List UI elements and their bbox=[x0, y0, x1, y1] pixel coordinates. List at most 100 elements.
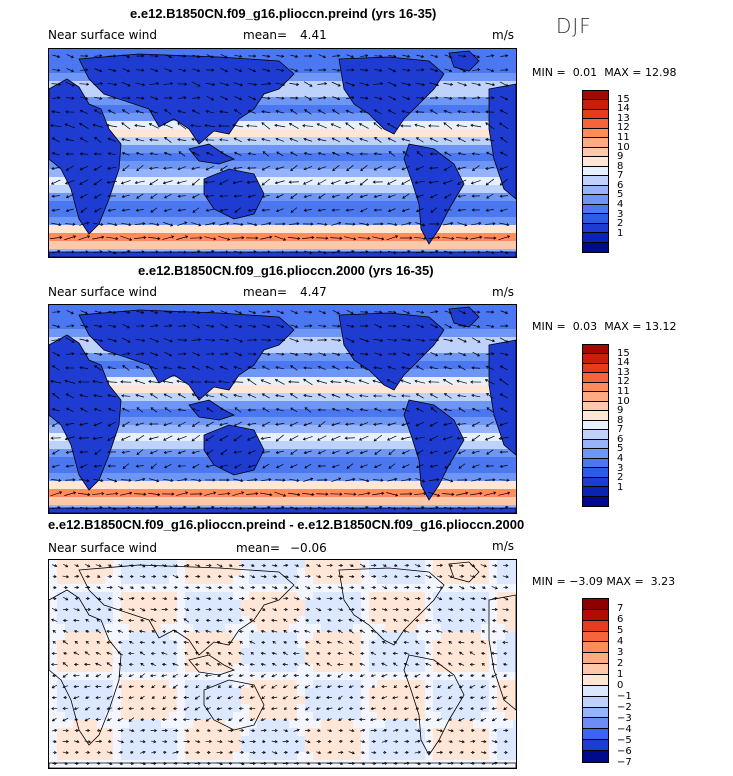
wind-vector bbox=[261, 393, 270, 399]
colorbar-tick-label: 5 bbox=[617, 443, 624, 455]
field-cell bbox=[313, 49, 321, 57]
wind-vector bbox=[373, 82, 384, 86]
field-cell bbox=[121, 137, 129, 145]
field-cell bbox=[65, 321, 73, 329]
field-cell bbox=[481, 497, 489, 505]
field-cell bbox=[473, 105, 481, 113]
field-cell bbox=[113, 632, 121, 640]
field-cell bbox=[297, 584, 305, 592]
field-cell bbox=[145, 185, 153, 193]
field-cell bbox=[393, 489, 401, 497]
field-cell bbox=[169, 121, 177, 129]
wind-vector bbox=[79, 478, 90, 483]
field-cell bbox=[57, 560, 65, 568]
field-cell bbox=[257, 353, 265, 361]
field-cell bbox=[321, 425, 329, 433]
field-cell bbox=[329, 385, 337, 393]
field-cell bbox=[321, 57, 329, 65]
wind-vector bbox=[359, 394, 369, 398]
field-cell bbox=[265, 105, 273, 113]
wind-vector bbox=[388, 151, 396, 157]
field-cell bbox=[177, 656, 185, 664]
field-cell bbox=[105, 241, 113, 249]
field-cell bbox=[153, 481, 161, 489]
field-cell bbox=[81, 648, 89, 656]
field-cell bbox=[473, 305, 481, 313]
field-cell bbox=[257, 497, 265, 505]
field-cell bbox=[353, 664, 361, 672]
field-cell bbox=[257, 664, 265, 672]
field-cell bbox=[81, 73, 89, 81]
wind-vector bbox=[108, 68, 117, 73]
field-cell bbox=[409, 209, 417, 217]
field-cell bbox=[209, 608, 217, 616]
field-cell bbox=[449, 608, 457, 616]
field-cell bbox=[169, 497, 177, 505]
wind-vector bbox=[472, 310, 481, 314]
field-cell bbox=[225, 145, 233, 153]
field-cell bbox=[385, 640, 393, 648]
wind-vector bbox=[471, 82, 482, 87]
wind-vector bbox=[248, 68, 257, 73]
field-cell bbox=[169, 640, 177, 648]
wind-vector bbox=[51, 82, 62, 86]
wind-vector bbox=[80, 207, 88, 213]
wind-vector bbox=[150, 207, 158, 213]
field-cell bbox=[225, 217, 233, 225]
field-cell bbox=[185, 169, 193, 177]
field-cell bbox=[257, 560, 265, 568]
field-cell bbox=[489, 608, 497, 616]
field-cell bbox=[465, 425, 473, 433]
wind-vector bbox=[106, 492, 119, 496]
wind-vector bbox=[150, 68, 159, 73]
wind-vector bbox=[248, 96, 257, 101]
field-cell bbox=[329, 465, 337, 473]
field-cell bbox=[121, 489, 129, 497]
field-cell bbox=[337, 457, 345, 465]
wind-vector bbox=[261, 122, 271, 130]
field-cell bbox=[417, 49, 425, 57]
wind-vector bbox=[150, 193, 158, 199]
wind-vector bbox=[444, 324, 453, 329]
field-cell bbox=[121, 161, 129, 169]
wind-vector bbox=[302, 236, 315, 240]
wind-vector bbox=[303, 166, 313, 171]
field-cell bbox=[433, 233, 441, 241]
field-cell bbox=[457, 592, 465, 600]
wind-vector bbox=[218, 492, 231, 496]
field-cell bbox=[113, 201, 121, 209]
field-cell bbox=[433, 97, 441, 105]
field-cell bbox=[297, 329, 305, 337]
field-cell bbox=[377, 592, 385, 600]
field-cell bbox=[425, 560, 433, 568]
field-cell bbox=[401, 393, 409, 401]
field-cell bbox=[433, 305, 441, 313]
field-cell bbox=[297, 560, 305, 568]
field-cell bbox=[345, 145, 353, 153]
field-cell bbox=[489, 457, 497, 465]
field-cell bbox=[209, 169, 217, 177]
field-cell bbox=[145, 385, 153, 393]
field-cell bbox=[433, 576, 441, 584]
field-cell bbox=[249, 49, 257, 57]
wind-vector bbox=[387, 393, 397, 398]
field-cell bbox=[297, 129, 305, 137]
field-cell bbox=[265, 241, 273, 249]
field-cell bbox=[329, 377, 337, 385]
field-cell bbox=[449, 465, 457, 473]
field-cell bbox=[513, 321, 516, 329]
field-cell bbox=[257, 121, 265, 129]
field-cell bbox=[401, 217, 409, 225]
field-cell bbox=[473, 409, 481, 417]
field-cell bbox=[401, 648, 409, 656]
field-cell bbox=[289, 97, 297, 105]
field-cell bbox=[417, 592, 425, 600]
wind-vector bbox=[345, 122, 355, 130]
field-cell bbox=[345, 616, 353, 624]
field-cell bbox=[337, 233, 345, 241]
field-cell bbox=[505, 449, 513, 457]
field-cell bbox=[393, 129, 401, 137]
wind-vector bbox=[261, 338, 272, 342]
field-cell bbox=[217, 576, 225, 584]
field-cell bbox=[377, 217, 385, 225]
